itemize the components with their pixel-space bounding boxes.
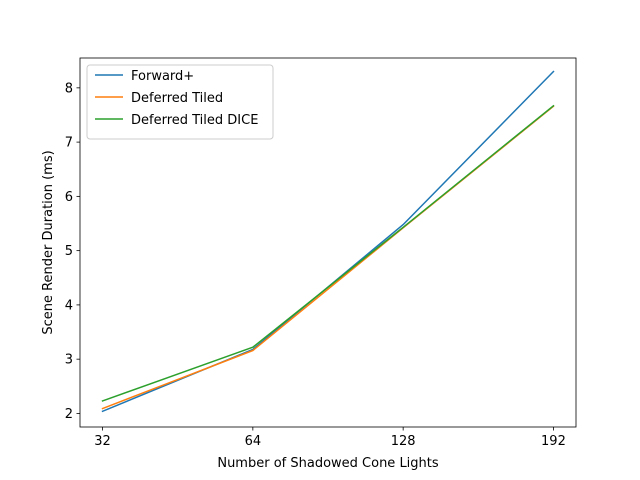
- legend-box: [86, 64, 274, 140]
- legend-label: Deferred Tiled: [131, 91, 223, 106]
- y-tick-label: 2: [65, 407, 73, 422]
- x-tick-label: 192: [541, 434, 566, 449]
- series-layer: [101, 70, 555, 413]
- y-tick-label: 3: [65, 353, 73, 368]
- legend-label: Forward+: [131, 69, 194, 84]
- plot-frame: [79, 57, 577, 428]
- x-tick-label: 128: [391, 434, 416, 449]
- x-axis-ticks: 32 64 128 192: [94, 427, 566, 449]
- y-axis-label: Scene Render Duration (ms): [41, 150, 56, 334]
- y-tick-label: 5: [65, 244, 73, 259]
- y-tick-label: 4: [65, 298, 73, 313]
- y-axis-ticks: 2 3 4 5 6 7 8: [65, 81, 80, 422]
- x-axis-label: Number of Shadowed Cone Lights: [217, 456, 439, 471]
- y-tick-label: 7: [65, 136, 73, 151]
- y-tick-label: 8: [65, 81, 73, 96]
- legend: Forward+ Deferred Tiled Deferred Tiled DIC…: [86, 64, 274, 140]
- x-tick-label: 32: [94, 434, 111, 449]
- series-line-3: [101, 104, 555, 402]
- x-tick-label: 64: [245, 434, 262, 449]
- legend-label: Deferred Tiled DICE: [131, 113, 258, 128]
- y-tick-label: 6: [65, 190, 73, 205]
